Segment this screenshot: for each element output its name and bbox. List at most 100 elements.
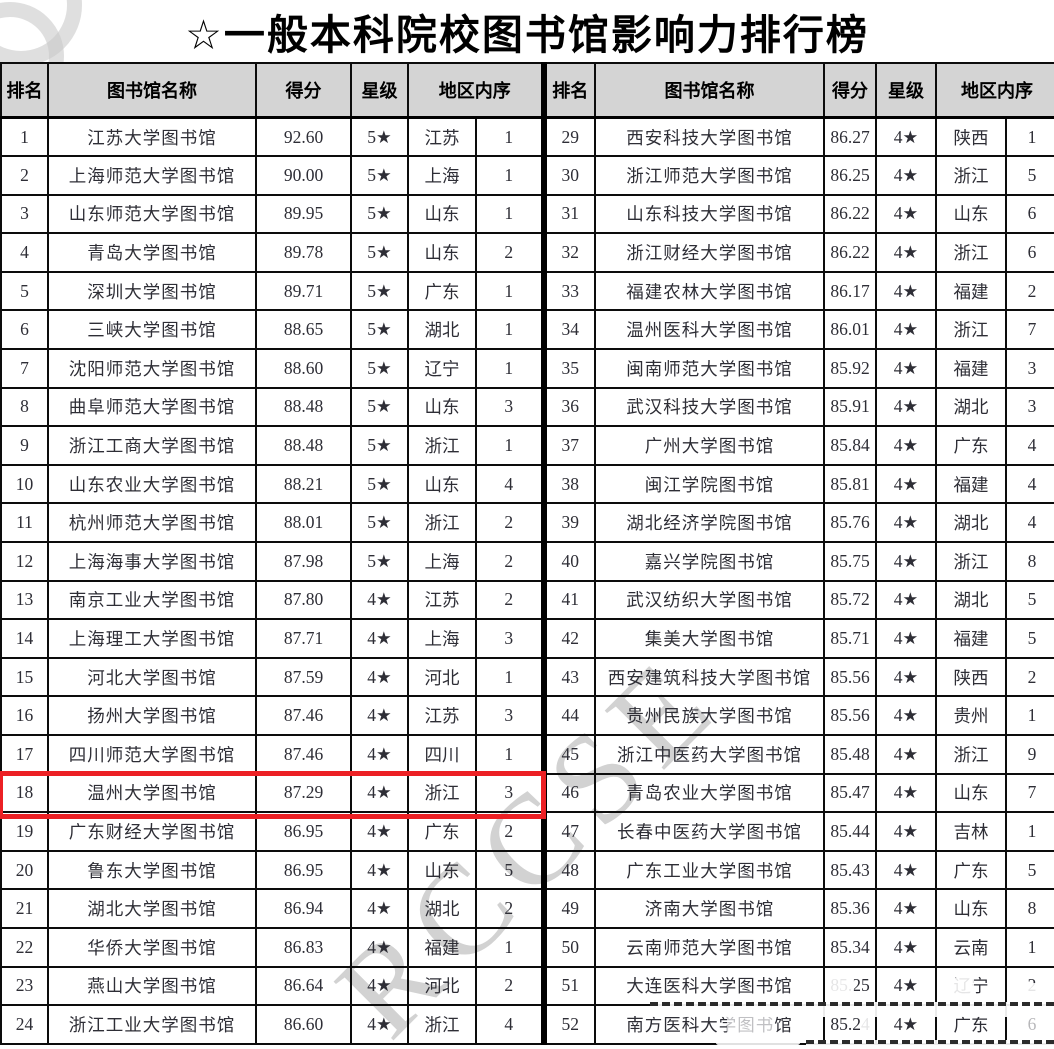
score-cell: 88.48 xyxy=(255,386,352,428)
score-cell: 86.94 xyxy=(255,888,352,929)
score-cell: 86.95 xyxy=(255,849,352,891)
region-cell: 浙江 xyxy=(407,425,477,466)
header-row: 排名 图书馆名称 得分 星级 地区内序 xyxy=(0,62,543,119)
region-cell: 上海 xyxy=(407,155,477,196)
star-rating-cell: 4★ xyxy=(875,309,937,351)
table-row: 30 浙江师范大学图书馆 86.25 4★ 浙江 5 xyxy=(544,155,1054,196)
region-cell: 福建 xyxy=(935,618,1007,659)
table-row: 9 浙江工商大学图书馆 88.48 5★ 浙江 1 xyxy=(0,425,543,466)
score-cell: 86.64 xyxy=(255,965,352,1007)
region-order-cell: 4 xyxy=(1005,502,1054,544)
score-cell: 89.95 xyxy=(255,193,352,235)
score-cell: 85.56 xyxy=(823,656,877,698)
table-row: 50 云南师范大学图书馆 85.34 4★ 云南 1 xyxy=(544,926,1054,968)
score-cell: 86.25 xyxy=(823,155,877,196)
rank-cell: 50 xyxy=(544,926,596,968)
region-cell: 浙江 xyxy=(935,232,1007,273)
library-name-cell: 上海师范大学图书馆 xyxy=(47,155,257,196)
region-cell: 云南 xyxy=(935,926,1007,968)
region-order-cell: 1 xyxy=(475,309,543,351)
library-name-cell: 温州医科大学图书馆 xyxy=(594,309,825,351)
white-overlay-artifact xyxy=(860,1016,874,1042)
ranking-tables: 排名 图书馆名称 得分 星级 地区内序 1 江苏大学图书馆 92.60 5★ 江… xyxy=(0,62,1054,1045)
region-order-cell: 5 xyxy=(475,849,543,891)
score-cell: 87.98 xyxy=(255,541,352,582)
table-row: 15 河北大学图书馆 87.59 4★ 河北 1 xyxy=(0,656,543,698)
star-rating-cell: 5★ xyxy=(350,270,409,312)
score-cell: 85.36 xyxy=(823,888,877,929)
region-order-cell: 1 xyxy=(475,155,543,196)
white-overlay-dashed-line xyxy=(806,1040,1054,1049)
rank-cell: 6 xyxy=(0,309,49,351)
star-rating-cell: 4★ xyxy=(875,579,937,621)
region-order-cell: 2 xyxy=(1005,656,1054,698)
library-name-cell: 曲阜师范大学图书馆 xyxy=(47,386,257,428)
rank-cell: 24 xyxy=(0,1004,49,1045)
header-rank: 排名 xyxy=(0,62,49,119)
region-cell: 贵州 xyxy=(935,695,1007,736)
header-rank: 排名 xyxy=(544,62,596,119)
table-row: 31 山东科技大学图书馆 86.22 4★ 山东 6 xyxy=(544,193,1054,235)
star-rating-cell: 4★ xyxy=(350,1004,409,1045)
region-order-cell: 2 xyxy=(475,579,543,621)
rank-cell: 5 xyxy=(0,270,49,312)
score-cell: 87.46 xyxy=(255,695,352,736)
table-row: 16 扬州大学图书馆 87.46 4★ 江苏 3 xyxy=(0,695,543,736)
region-order-cell: 4 xyxy=(475,463,543,505)
rank-cell: 32 xyxy=(544,232,596,273)
region-cell: 广东 xyxy=(935,849,1007,891)
rank-cell: 29 xyxy=(544,116,596,158)
star-rating-cell: 4★ xyxy=(350,656,409,698)
library-name-cell: 温州大学图书馆 xyxy=(47,772,257,814)
star-rating-cell: 4★ xyxy=(875,849,937,891)
region-cell: 江苏 xyxy=(407,116,477,158)
library-name-cell: 贵州民族大学图书馆 xyxy=(594,695,825,736)
rank-cell: 17 xyxy=(0,734,49,775)
star-rating-cell: 4★ xyxy=(875,772,937,814)
region-cell: 浙江 xyxy=(407,502,477,544)
score-cell: 86.60 xyxy=(255,1004,352,1045)
region-order-cell: 3 xyxy=(1005,348,1054,389)
library-name-cell: 长春中医药大学图书馆 xyxy=(594,811,825,852)
score-cell: 85.91 xyxy=(823,386,877,428)
library-name-cell: 山东科技大学图书馆 xyxy=(594,193,825,235)
score-cell: 85.81 xyxy=(823,463,877,505)
table-row: 13 南京工业大学图书馆 87.80 4★ 江苏 2 xyxy=(0,579,543,621)
library-name-cell: 武汉纺织大学图书馆 xyxy=(594,579,825,621)
white-overlay-artifact xyxy=(1014,1018,1042,1042)
region-cell: 福建 xyxy=(935,270,1007,312)
rank-cell: 46 xyxy=(544,772,596,814)
table-row: 44 贵州民族大学图书馆 85.56 4★ 贵州 1 xyxy=(544,695,1054,736)
star-rating-cell: 5★ xyxy=(350,502,409,544)
table-row: 34 温州医科大学图书馆 86.01 4★ 浙江 7 xyxy=(544,309,1054,351)
region-cell: 湖北 xyxy=(935,579,1007,621)
library-name-cell: 湖北大学图书馆 xyxy=(47,888,257,929)
library-name-cell: 西安建筑科技大学图书馆 xyxy=(594,656,825,698)
table-row: 12 上海海事大学图书馆 87.98 5★ 上海 2 xyxy=(0,541,543,582)
rank-cell: 37 xyxy=(544,425,596,466)
table-row: 22 华侨大学图书馆 86.83 4★ 福建 1 xyxy=(0,926,543,968)
table-row: 2 上海师范大学图书馆 90.00 5★ 上海 1 xyxy=(0,155,543,196)
white-overlay-artifact xyxy=(830,979,854,1003)
rank-cell: 2 xyxy=(0,155,49,196)
header-region-order: 地区内序 xyxy=(935,62,1054,119)
table-body-left: 1 江苏大学图书馆 92.60 5★ 江苏 1 2 上海师范大学图书馆 90.0… xyxy=(0,116,543,1045)
score-cell: 85.71 xyxy=(823,618,877,659)
region-cell: 上海 xyxy=(407,541,477,582)
star-rating-cell: 4★ xyxy=(875,463,937,505)
library-name-cell: 浙江工业大学图书馆 xyxy=(47,1004,257,1045)
table-row: 17 四川师范大学图书馆 87.46 4★ 四川 1 xyxy=(0,734,543,775)
region-order-cell: 5 xyxy=(1005,155,1054,196)
library-name-cell: 上海海事大学图书馆 xyxy=(47,541,257,582)
rank-cell: 33 xyxy=(544,270,596,312)
star-rating-cell: 4★ xyxy=(875,734,937,775)
region-order-cell: 5 xyxy=(1005,579,1054,621)
region-cell: 山东 xyxy=(407,386,477,428)
region-order-cell: 1 xyxy=(1005,926,1054,968)
region-cell: 山东 xyxy=(407,849,477,891)
rank-cell: 40 xyxy=(544,541,596,582)
rank-cell: 1 xyxy=(0,116,49,158)
library-name-cell: 西安科技大学图书馆 xyxy=(594,116,825,158)
star-rating-cell: 4★ xyxy=(875,425,937,466)
region-order-cell: 4 xyxy=(1005,425,1054,466)
